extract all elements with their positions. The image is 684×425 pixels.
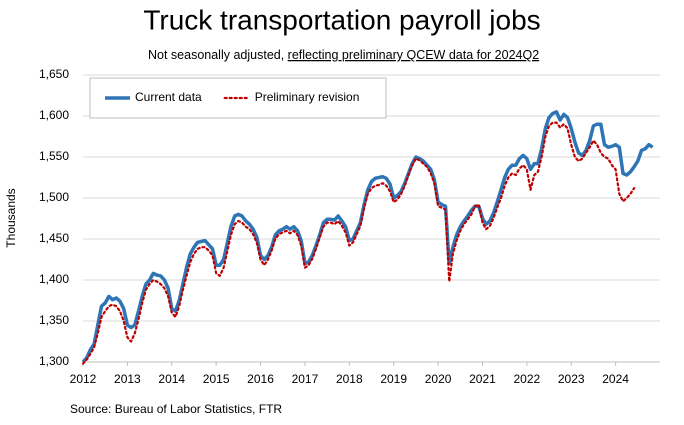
y-tick-label: 1,400 <box>39 272 69 286</box>
x-tick-label: 2019 <box>380 372 407 386</box>
y-axis-label: Thousands <box>4 188 18 247</box>
legend-box <box>89 77 387 119</box>
y-tick-label: 1,600 <box>39 108 69 122</box>
series-line <box>81 110 654 364</box>
subtitle-text: Not seasonally adjusted, <box>148 48 288 62</box>
x-tick-label: 2024 <box>602 372 629 386</box>
x-tick-label: 2016 <box>247 372 274 386</box>
series-line <box>81 121 636 365</box>
x-tick-label: 2023 <box>558 372 585 386</box>
x-tick-label: 2020 <box>425 372 452 386</box>
x-tick-label: 2021 <box>469 372 496 386</box>
x-tick-label: 2017 <box>292 372 319 386</box>
source-note: Source: Bureau of Labor Statistics, FTR <box>70 402 282 416</box>
chart-title: Truck transportation payroll jobs <box>143 4 540 35</box>
y-tick-label: 1,350 <box>39 313 69 327</box>
x-tick-label: 2015 <box>203 372 230 386</box>
x-tick-label: 2018 <box>336 372 363 386</box>
chart-subtitle: Not seasonally adjusted, reflecting prel… <box>148 48 539 62</box>
y-tick-label: 1,650 <box>39 67 69 81</box>
x-tick-label: 2014 <box>158 372 185 386</box>
x-tick-label: 2022 <box>513 372 540 386</box>
x-tick-label: 2012 <box>70 372 97 386</box>
y-tick-label: 1,550 <box>39 149 69 163</box>
subtitle-link: reflecting preliminary QCEW data for 202… <box>288 48 540 62</box>
legend-label: Preliminary revision <box>255 90 360 104</box>
y-tick-label: 1,300 <box>39 354 69 368</box>
x-tick-label: 2013 <box>114 372 141 386</box>
y-tick-label: 1,500 <box>39 190 69 204</box>
legend-label: Current data <box>135 90 202 104</box>
y-tick-label: 1,450 <box>39 231 69 245</box>
